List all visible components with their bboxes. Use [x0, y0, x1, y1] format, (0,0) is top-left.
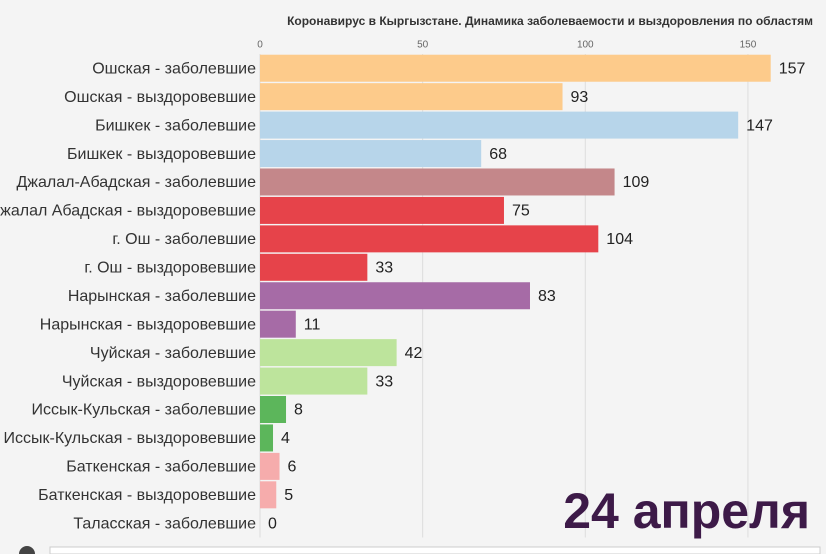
- value-label: 33: [375, 373, 393, 390]
- category-label: Иссык-Кульская - заболевшие: [32, 402, 257, 419]
- bar: [260, 54, 771, 82]
- value-label: 75: [512, 203, 530, 220]
- category-label: Ошская - выздоровевшие: [64, 89, 256, 106]
- value-label: 147: [746, 117, 773, 134]
- value-label: 93: [571, 89, 589, 106]
- category-label: Бишкек - заболевшие: [95, 117, 256, 134]
- category-label: Джалал Абадская - выздоровевшие: [0, 203, 256, 220]
- category-label: г. Ош - заболевшие: [112, 231, 256, 248]
- category-label: Иссык-Кульская - выздоровевшие: [3, 430, 256, 447]
- bar: [260, 282, 530, 310]
- value-label: 8: [294, 402, 303, 419]
- value-label: 83: [538, 288, 556, 305]
- bar: [260, 196, 504, 224]
- value-label: 4: [281, 430, 290, 447]
- category-label: Баткенская - выздоровевшие: [38, 487, 256, 504]
- x-tick-label: 100: [577, 40, 594, 51]
- category-label: Бишкек - выздоровевшие: [67, 146, 256, 163]
- category-label: Баткенская - заболевшие: [66, 459, 256, 476]
- value-label: 109: [623, 174, 650, 191]
- value-label: 104: [606, 231, 633, 248]
- category-label: Таласская - заболевшие: [73, 515, 256, 532]
- value-label: 5: [284, 487, 293, 504]
- value-label: 42: [405, 345, 423, 362]
- play-button[interactable]: [19, 546, 35, 554]
- bar: [260, 168, 615, 196]
- category-label: Чуйская - заболевшие: [90, 345, 256, 362]
- bar: [260, 452, 280, 480]
- category-label: Ошская - заболевшие: [92, 60, 256, 77]
- bar: [260, 396, 287, 423]
- bar: [260, 253, 368, 281]
- value-label: 6: [288, 459, 297, 476]
- bar: [260, 367, 368, 395]
- bar: [260, 310, 296, 338]
- bars: 157 Ошская - заболевшие 93 Ошская - выздоро…: [0, 54, 806, 532]
- value-label: 11: [304, 316, 321, 333]
- value-label: 33: [375, 260, 393, 277]
- category-label: Нарынская - выздоровевшие: [40, 316, 256, 333]
- bar: [260, 339, 397, 367]
- category-label: Джалал-Абадская - заболевшие: [16, 174, 256, 191]
- bar: [260, 140, 482, 168]
- date-label: 24 апреля: [563, 483, 810, 539]
- timeline: [49, 546, 821, 554]
- bar: [260, 83, 563, 111]
- x-tick-label: 0: [257, 40, 263, 51]
- bar: [260, 225, 599, 253]
- bar: [260, 424, 274, 452]
- category-label: Чуйская - выздоровевшие: [62, 373, 256, 390]
- value-label: 68: [489, 146, 507, 163]
- x-tick-label: 150: [740, 40, 757, 51]
- category-label: г. Ош - выздоровевшие: [84, 260, 256, 277]
- bar: [260, 481, 277, 509]
- chart-title: Коронавирус в Кыргызстане. Динамика забо…: [287, 14, 813, 28]
- bar: [260, 111, 739, 139]
- value-label: 0: [268, 515, 277, 532]
- x-tick-label: 50: [417, 40, 429, 51]
- value-label: 157: [779, 60, 806, 77]
- category-label: Нарынская - заболевшие: [68, 288, 256, 305]
